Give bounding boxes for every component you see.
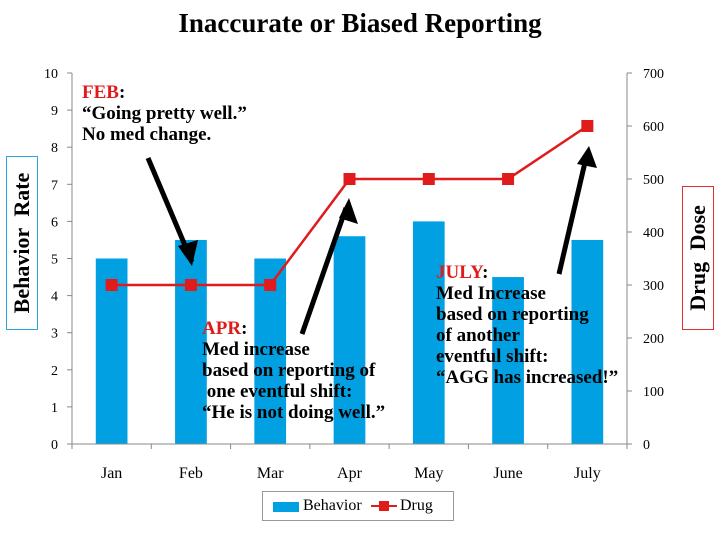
y-tick-label-right: 300 bbox=[643, 279, 664, 294]
y-tick-label-right: 700 bbox=[643, 67, 664, 82]
y-axis-right-label-box: Drug Dose bbox=[682, 186, 714, 330]
annotation-july-line: eventful shift: bbox=[436, 346, 549, 367]
annotation-feb: FEB: “Going pretty well.” No med change. bbox=[82, 82, 247, 145]
legend-label-behavior: Behavior bbox=[303, 497, 362, 514]
y-tick-label-left: 8 bbox=[51, 141, 58, 156]
bar-behavior bbox=[175, 239, 207, 444]
y-tick-label-right: 500 bbox=[643, 173, 664, 188]
x-tick-label: May bbox=[414, 465, 443, 482]
annotation-july-month: JULY bbox=[436, 262, 483, 283]
y-tick-label-left: 9 bbox=[51, 104, 58, 119]
y-tick-label-left: 6 bbox=[51, 215, 58, 230]
legend-swatch-behavior bbox=[273, 502, 299, 512]
y-tick-label-left: 4 bbox=[51, 290, 58, 305]
arrow-apr bbox=[299, 207, 349, 335]
annotation-apr-line: “He is not doing well.” bbox=[202, 402, 386, 423]
y-tick-label-left: 3 bbox=[51, 327, 58, 342]
marker-drug bbox=[264, 279, 277, 291]
y-tick-label-left: 0 bbox=[51, 438, 58, 453]
y-tick-label-left: 5 bbox=[51, 253, 58, 268]
y-tick-label-left: 2 bbox=[51, 364, 58, 379]
annotation-feb-line: “Going pretty well.” bbox=[82, 103, 247, 124]
x-tick-label: Jan bbox=[101, 465, 122, 482]
arrow-july-head bbox=[577, 146, 597, 168]
x-tick-label: July bbox=[574, 465, 601, 482]
legend-label-drug: Drug bbox=[400, 497, 433, 514]
marker-drug bbox=[422, 173, 435, 185]
y-axis-left-label-box: Behavior Rate bbox=[6, 156, 38, 330]
marker-drug bbox=[343, 173, 356, 185]
legend-swatch-drug bbox=[371, 501, 397, 511]
arrow-july bbox=[556, 157, 589, 275]
annotation-july: JULY: Med Increase based on reporting of… bbox=[436, 262, 619, 388]
annotation-apr-line: one eventful shift: bbox=[202, 381, 353, 402]
marker-drug bbox=[502, 173, 515, 185]
marker-drug bbox=[581, 120, 594, 132]
annotation-apr: APR: Med increase based on reporting of … bbox=[202, 318, 386, 423]
bar-behavior bbox=[492, 277, 524, 444]
arrow-apr-head bbox=[339, 198, 358, 224]
marker-drug bbox=[105, 279, 118, 291]
annotation-july-line: based on reporting bbox=[436, 304, 589, 325]
bar-behavior bbox=[333, 236, 366, 444]
annotation-feb-month: FEB bbox=[82, 82, 119, 103]
y-tick-label-left: 7 bbox=[51, 178, 58, 193]
y-tick-label-right: 400 bbox=[643, 226, 664, 241]
y-tick-label-left: 1 bbox=[51, 401, 58, 416]
annotation-feb-line: No med change. bbox=[82, 124, 212, 145]
arrow-feb-head bbox=[178, 240, 198, 266]
bar-behavior bbox=[412, 221, 445, 444]
annotation-july-line: of another bbox=[436, 325, 520, 346]
bar-behavior bbox=[571, 239, 604, 444]
y-tick-label-right: 600 bbox=[643, 120, 664, 135]
x-tick-label: Apr bbox=[337, 465, 363, 482]
y-tick-label-right: 0 bbox=[643, 438, 650, 453]
y-axis-right-label: Drug Dose bbox=[685, 205, 710, 311]
x-tick-label: Mar bbox=[257, 465, 284, 482]
annotation-apr-line: based on reporting of bbox=[202, 360, 376, 381]
annotation-july-line: “AGG has increased!” bbox=[436, 367, 619, 388]
annotation-apr-line: Med increase bbox=[202, 339, 310, 360]
annotation-apr-month: APR bbox=[202, 318, 242, 339]
y-tick-label-left: 10 bbox=[44, 67, 58, 82]
y-axis-left-label: Behavior Rate bbox=[9, 172, 34, 314]
y-tick-label-right: 100 bbox=[643, 385, 664, 400]
y-tick-label-right: 200 bbox=[643, 332, 664, 347]
annotation-july-line: Med Increase bbox=[436, 283, 546, 304]
marker-drug bbox=[184, 279, 197, 291]
x-tick-label: June bbox=[493, 465, 522, 482]
x-tick-label: Feb bbox=[179, 465, 203, 482]
legend: Behavior Drug bbox=[262, 491, 454, 521]
chart-title: Inaccurate or Biased Reporting bbox=[178, 8, 542, 38]
